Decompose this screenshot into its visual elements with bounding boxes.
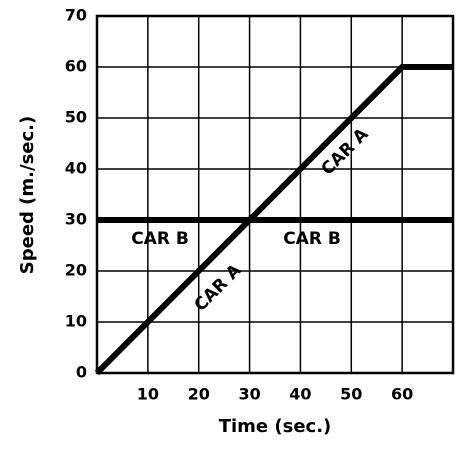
annotation: CAR A	[317, 124, 373, 180]
x-tick-label: 20	[188, 385, 210, 404]
x-tick-label: 40	[289, 385, 311, 404]
annotation: CAR B	[283, 229, 341, 249]
x-tick-label: 10	[137, 385, 159, 404]
x-axis-label: Time (sec.)	[219, 416, 332, 437]
y-tick-label: 30	[65, 210, 87, 229]
x-tick-label: 50	[340, 385, 362, 404]
y-tick-label: 0	[76, 363, 87, 382]
y-tick-label: 10	[65, 312, 87, 331]
y-axis-label: Speed (m./sec.)	[17, 116, 38, 274]
y-tick-label: 70	[65, 6, 87, 25]
y-tick-label: 20	[65, 261, 87, 280]
series-line	[94, 64, 453, 376]
y-tick-label: 40	[65, 159, 87, 178]
y-tick-label: 60	[65, 57, 87, 76]
x-tick-label: 30	[238, 385, 260, 404]
plot-frame	[95, 14, 455, 375]
x-tick-label: 60	[391, 385, 413, 404]
annotation: CAR B	[131, 229, 189, 249]
y-tick-label: 50	[65, 108, 87, 127]
